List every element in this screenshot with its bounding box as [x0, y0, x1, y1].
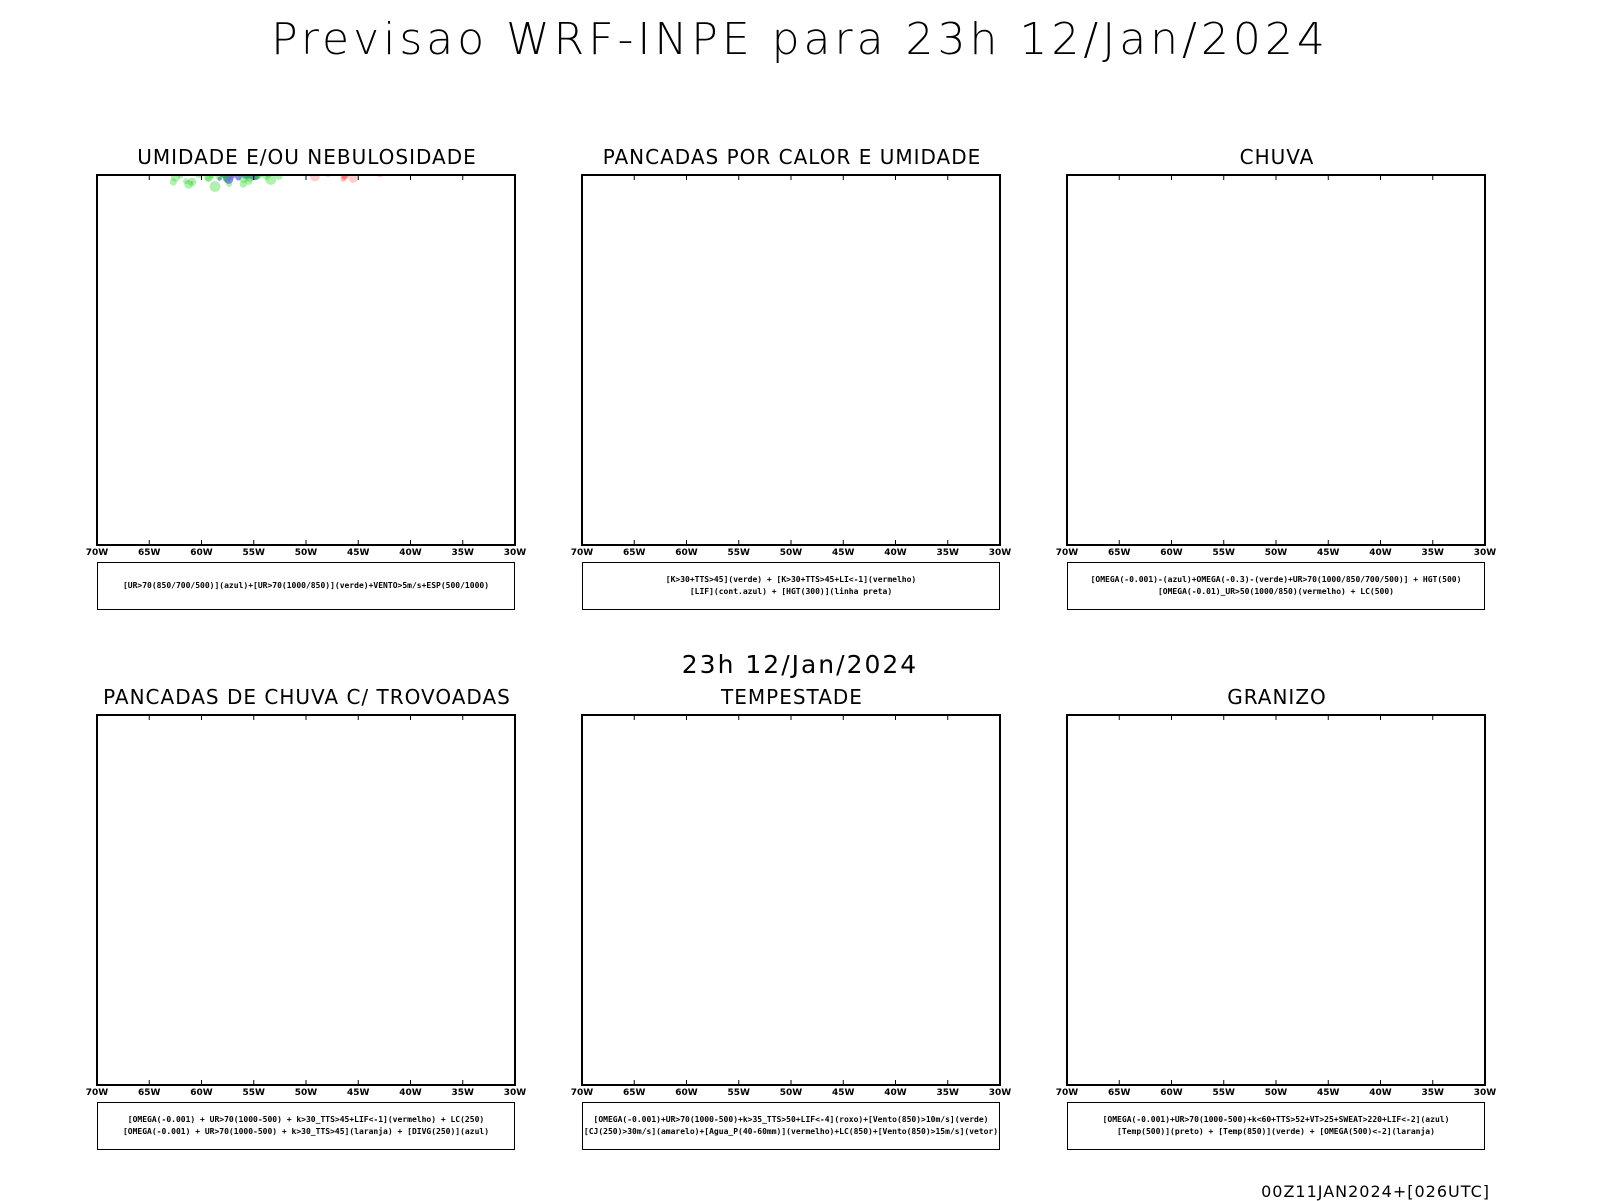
patch-cell: [223, 177, 229, 183]
lon-label: 35W: [937, 548, 960, 558]
patch-cell: [210, 181, 221, 192]
legend-line: [OMEGA(-0.01)_UR>50(1000/850)(vermelho) …: [1158, 586, 1394, 598]
panel-legend: [OMEGA(-0.001)-(azul)+OMEGA(-0.3)-(verde…: [1067, 562, 1485, 610]
lon-label: 60W: [190, 548, 213, 558]
panel-trovoadas: PANCADAS DE CHUVA C/ TROVOADAS 12S15S18S…: [72, 685, 542, 1155]
map-background: [97, 715, 515, 1085]
page-title: Previsao WRF-INPE para 23h 12/Jan/2024: [0, 14, 1600, 65]
lon-label: 45W: [832, 548, 855, 558]
lon-label: 60W: [675, 548, 698, 558]
patch-cell: [191, 181, 194, 184]
patch-cell: [151, 173, 162, 174]
patch-cell: [226, 181, 232, 187]
lon-label: 50W: [295, 548, 318, 558]
legend-line: [UR>70(850/700/500)](azul)+[UR>70(1000/8…: [123, 580, 489, 592]
lon-label: 50W: [1265, 548, 1288, 558]
lon-label: 65W: [138, 548, 161, 558]
lon-label: 70W: [1056, 548, 1079, 558]
map-background: [1067, 175, 1485, 545]
legend-line: [LIF](cont.azul) + [HGT(300)](linha pret…: [690, 586, 892, 598]
patch-cell: [189, 173, 198, 174]
legend-line: [OMEGA(-0.001)-(azul)+OMEGA(-0.3)-(verde…: [1091, 574, 1462, 586]
lon-label: 65W: [623, 548, 646, 558]
patch-cell: [260, 173, 264, 174]
lon-label: 40W: [399, 548, 422, 558]
lon-label: 35W: [452, 548, 475, 558]
map-pancadas-calor: 968096009520944093609280968012S15S18S21S…: [557, 173, 1027, 563]
lon-label: 55W: [1213, 548, 1236, 558]
map-background: [582, 175, 1000, 545]
panel-umidade: UMIDADE E/OU NEBULOSIDADE 10121020101657…: [72, 145, 542, 615]
map-chuva: 58857657658212S15S18S21S24S27S30S33S36S3…: [1042, 173, 1512, 563]
panel-title: CHUVA: [1042, 145, 1512, 169]
lon-label: 65W: [1108, 548, 1131, 558]
lon-label: 45W: [1317, 548, 1340, 558]
lon-label: 70W: [86, 548, 109, 558]
panel-title: UMIDADE E/OU NEBULOSIDADE: [72, 145, 542, 169]
panel-chuva: CHUVA 58857657658212S15S18S21S24S27S30S3…: [1042, 145, 1512, 615]
patch-cell: [153, 173, 159, 174]
lon-label: 70W: [571, 548, 594, 558]
panel-title: PANCADAS DE CHUVA C/ TROVOADAS: [72, 685, 542, 709]
lon-label: 40W: [1369, 548, 1392, 558]
valid-time-subtitle: 23h 12/Jan/2024: [0, 650, 1600, 679]
lon-label: 30W: [989, 548, 1012, 558]
lon-label: 30W: [1474, 548, 1497, 558]
map-umidade: 1012102010165765881018101212S15S18S21S24…: [72, 173, 542, 563]
lon-label: 30W: [504, 548, 527, 558]
map-background: [97, 175, 515, 545]
legend-line: [K>30+TTS>45](verde) + [K>30+TTS>45+LI<-…: [666, 574, 916, 586]
lon-label: 45W: [347, 548, 370, 558]
map-trovoadas: 12S15S18S21S24S27S30S33S36S39S42S70W65W6…: [72, 713, 542, 1103]
lon-label: 50W: [780, 548, 803, 558]
patch-cell: [386, 173, 397, 174]
panel-title: PANCADAS POR CALOR E UMIDADE: [557, 145, 1027, 169]
panel-legend: [UR>70(850/700/500)](azul)+[UR>70(1000/8…: [97, 562, 515, 610]
panel-legend: [K>30+TTS>45](verde) + [K>30+TTS>45+LI<-…: [582, 562, 1000, 610]
lon-label: 40W: [884, 548, 907, 558]
panel-pancadas-calor: PANCADAS POR CALOR E UMIDADE 96809600952…: [557, 145, 1027, 615]
lon-label: 35W: [1422, 548, 1445, 558]
lon-label: 60W: [1160, 548, 1183, 558]
lon-label: 55W: [243, 548, 266, 558]
lon-label: 55W: [728, 548, 751, 558]
